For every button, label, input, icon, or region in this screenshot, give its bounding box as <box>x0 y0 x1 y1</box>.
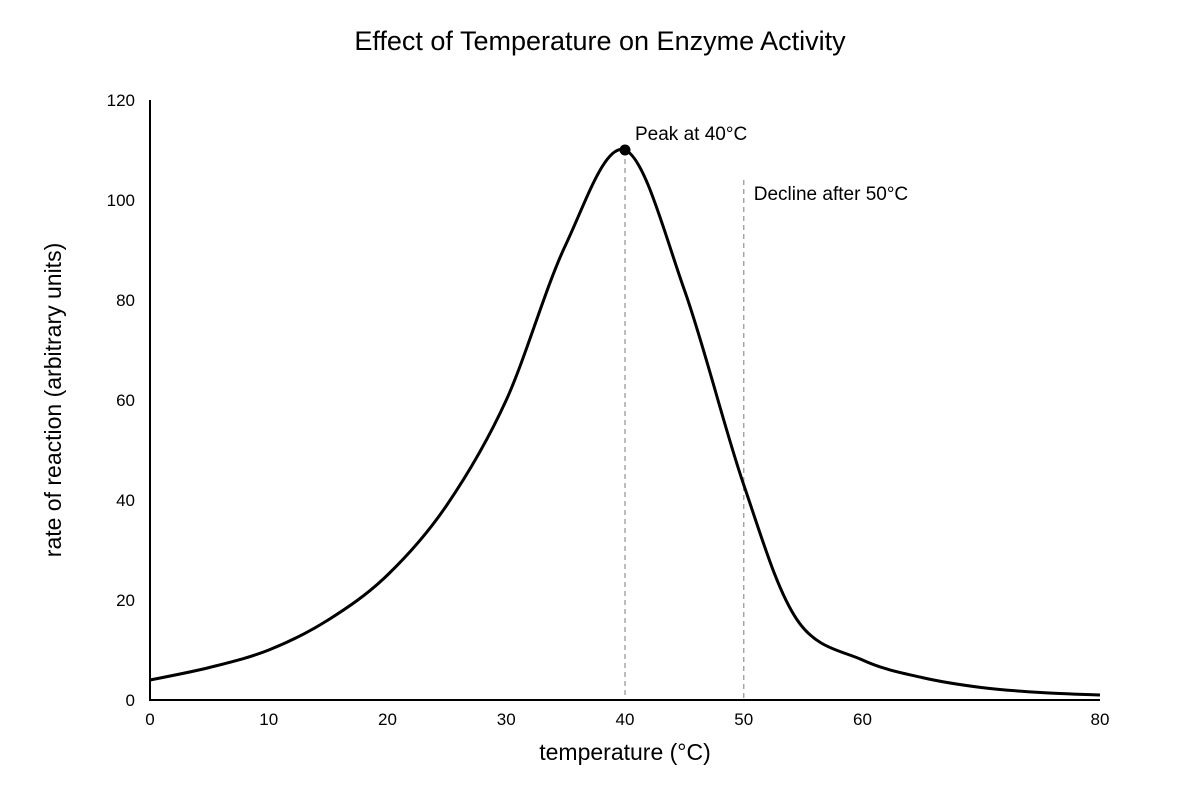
x-tick-label: 60 <box>853 710 872 729</box>
y-axis-label: rate of reaction (arbitrary units) <box>40 243 66 557</box>
x-tick-label: 30 <box>497 710 516 729</box>
y-tick-label: 120 <box>107 91 135 110</box>
y-tick-label: 100 <box>107 191 135 210</box>
y-tick-label: 0 <box>126 691 135 710</box>
x-tick-label: 40 <box>616 710 635 729</box>
chart-title: Effect of Temperature on Enzyme Activity <box>354 26 846 56</box>
reference-lines <box>624 150 745 700</box>
y-tick-labels: 0 20 40 60 80 100 120 <box>107 91 135 710</box>
decline-annotation: Decline after 50°C <box>754 184 908 205</box>
y-tick-label: 20 <box>116 591 135 610</box>
x-tick-label: 20 <box>378 710 397 729</box>
x-axis-label: temperature (°C) <box>539 739 711 765</box>
x-tick-label: 80 <box>1091 710 1110 729</box>
x-tick-labels: 0 10 20 30 40 50 60 80 <box>145 710 1109 729</box>
peak-annotation: Peak at 40°C <box>635 124 747 145</box>
x-tick-label: 0 <box>145 710 154 729</box>
y-tick-label: 60 <box>116 391 135 410</box>
y-tick-label: 40 <box>116 491 135 510</box>
x-tick-label: 50 <box>734 710 753 729</box>
peak-point <box>619 144 631 156</box>
x-tick-label: 10 <box>259 710 278 729</box>
y-tick-label: 80 <box>116 291 135 310</box>
